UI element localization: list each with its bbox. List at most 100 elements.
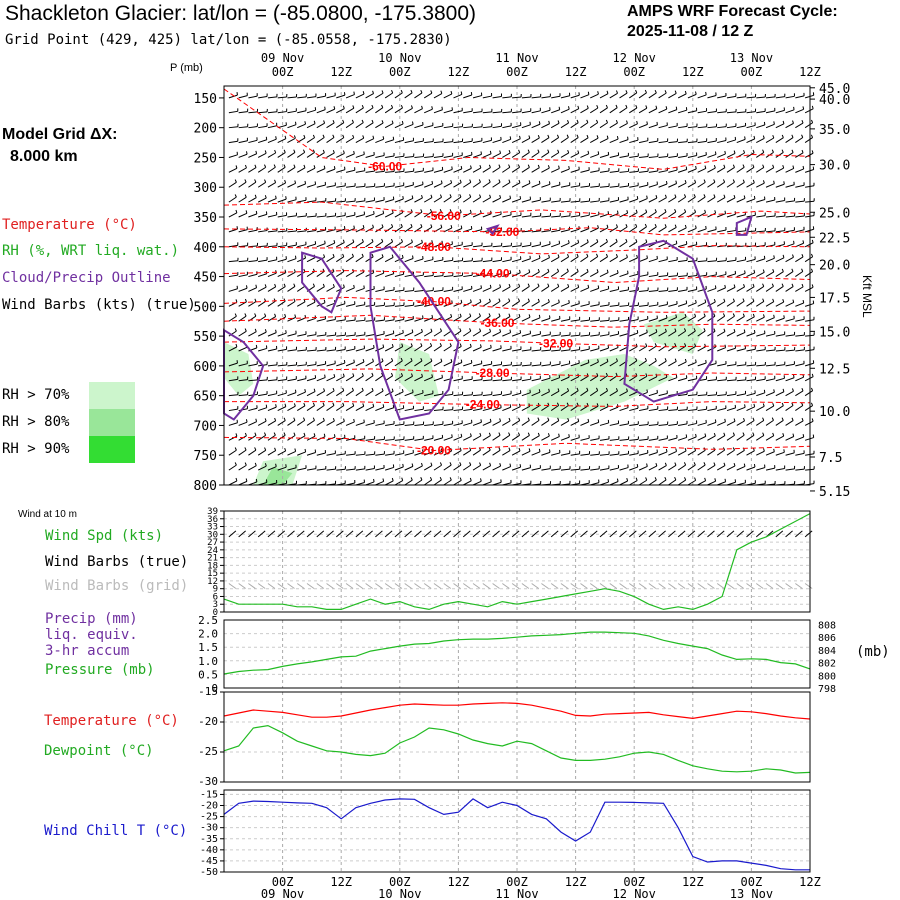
wind-barb bbox=[687, 110, 697, 114]
wind-barb bbox=[414, 424, 424, 426]
wind-barb bbox=[248, 273, 258, 278]
wind-barb-true bbox=[228, 530, 237, 538]
wind-barb-true bbox=[248, 530, 256, 538]
wind-barb bbox=[658, 92, 667, 99]
wind-speed-tick-label: 24 bbox=[207, 546, 218, 556]
wind-barb bbox=[385, 199, 394, 203]
wind-barb bbox=[648, 465, 658, 471]
wind-barb bbox=[648, 226, 657, 233]
wind-barb bbox=[443, 330, 452, 337]
wind-barb-feather bbox=[752, 179, 755, 183]
wind-barb bbox=[570, 122, 579, 129]
wind-barb-feather bbox=[538, 314, 541, 318]
wind-barb bbox=[765, 215, 776, 218]
wind-barb-feather bbox=[596, 372, 599, 377]
wind-barb bbox=[336, 271, 345, 277]
wind-barb-feather bbox=[234, 462, 237, 466]
wind-barb-feather bbox=[762, 298, 765, 302]
wind-barb-feather bbox=[772, 164, 775, 168]
top-hour-label: 12Z bbox=[330, 65, 352, 79]
wind-barb bbox=[384, 139, 394, 144]
wind-barb bbox=[746, 332, 756, 337]
wind-barb-feather bbox=[400, 105, 403, 109]
wind-barb bbox=[775, 301, 784, 307]
wind-barb bbox=[453, 378, 463, 382]
wind-barb-feather bbox=[255, 150, 258, 154]
wind-barb bbox=[316, 452, 326, 456]
wind-barb bbox=[492, 152, 501, 158]
wind-barb-feather bbox=[537, 298, 540, 302]
wind-barb-feather bbox=[703, 313, 706, 317]
wind-barb-feather bbox=[381, 90, 384, 94]
wind-barb bbox=[726, 95, 736, 99]
wind-barb bbox=[726, 259, 736, 263]
wind-barb-feather bbox=[478, 313, 481, 317]
wind-barb-true bbox=[677, 530, 686, 538]
wind-barb-feather bbox=[293, 135, 296, 139]
wind-barb bbox=[717, 481, 726, 486]
wind-barb-feather bbox=[498, 313, 501, 317]
wind-barb bbox=[296, 151, 305, 158]
wind-barb-feather bbox=[353, 418, 355, 423]
wind-barb bbox=[492, 166, 501, 173]
pressure-tick-label: 700 bbox=[194, 419, 217, 434]
wind-barb bbox=[599, 304, 609, 307]
wind-barb bbox=[404, 318, 414, 322]
wind-barb bbox=[531, 183, 541, 188]
height-tick-label: 17.5 bbox=[819, 291, 850, 306]
wind-barb-feather bbox=[732, 432, 735, 436]
wind-barb bbox=[756, 230, 766, 233]
wind-barb bbox=[550, 390, 560, 397]
wind-barb bbox=[765, 199, 775, 203]
wind-barb bbox=[267, 214, 277, 218]
wind-barb bbox=[658, 408, 668, 412]
wind-barb-feather bbox=[568, 166, 570, 170]
wind-barb bbox=[677, 169, 687, 173]
wind-barb bbox=[257, 286, 267, 292]
wind-barb-feather bbox=[753, 329, 756, 334]
wind-barb bbox=[550, 256, 560, 263]
wind-barb bbox=[297, 110, 307, 114]
wind-barb-feather bbox=[293, 283, 296, 287]
wind-barb bbox=[482, 167, 491, 173]
wind-barb-feather bbox=[324, 106, 326, 110]
wind-barb-feather bbox=[342, 402, 345, 406]
wind-barb bbox=[717, 363, 727, 367]
wind-barb-feather bbox=[792, 165, 795, 169]
bottom-hour-label: 12Z bbox=[330, 875, 352, 889]
wind-barb bbox=[306, 405, 315, 411]
wind-barb bbox=[570, 200, 580, 203]
wind-barb bbox=[238, 315, 247, 322]
wind-barb bbox=[638, 140, 648, 144]
model-grid-value: 8.000 km bbox=[10, 148, 78, 165]
wind-barb bbox=[541, 349, 551, 352]
wind-barb-feather bbox=[244, 447, 247, 451]
wind-barb-feather bbox=[566, 134, 569, 138]
wind-barb-feather bbox=[597, 419, 600, 423]
wind-barb-feather bbox=[714, 478, 717, 482]
wind-barb bbox=[287, 230, 297, 233]
wind-barb-feather bbox=[635, 104, 638, 109]
wind-barb bbox=[394, 139, 404, 144]
wind-barb bbox=[355, 304, 365, 307]
wind-barb bbox=[668, 259, 678, 263]
bottom-hour-label: 00Z bbox=[506, 875, 528, 889]
wind-barb bbox=[678, 275, 688, 278]
wind-barb bbox=[326, 302, 336, 307]
wind-barb-feather bbox=[469, 313, 472, 317]
wind-barb-feather bbox=[694, 447, 697, 451]
height-tick-label: 20.0 bbox=[819, 259, 850, 274]
wind-barb-feather bbox=[616, 136, 619, 140]
wind-barb bbox=[502, 111, 512, 114]
wind-speed-tick-label: 39 bbox=[207, 507, 218, 517]
wind-barb bbox=[472, 245, 483, 248]
wind-barb-grid bbox=[462, 583, 471, 589]
wind-barb-feather bbox=[793, 374, 795, 378]
wind-barb-feather bbox=[714, 210, 717, 214]
wind-barb-feather bbox=[528, 180, 531, 184]
wind-barb-feather bbox=[538, 255, 541, 259]
wind-barb bbox=[551, 243, 560, 248]
wind-barb bbox=[560, 363, 570, 367]
wind-chill-tick-label: -15 bbox=[200, 789, 218, 800]
wind-barb bbox=[267, 138, 277, 144]
